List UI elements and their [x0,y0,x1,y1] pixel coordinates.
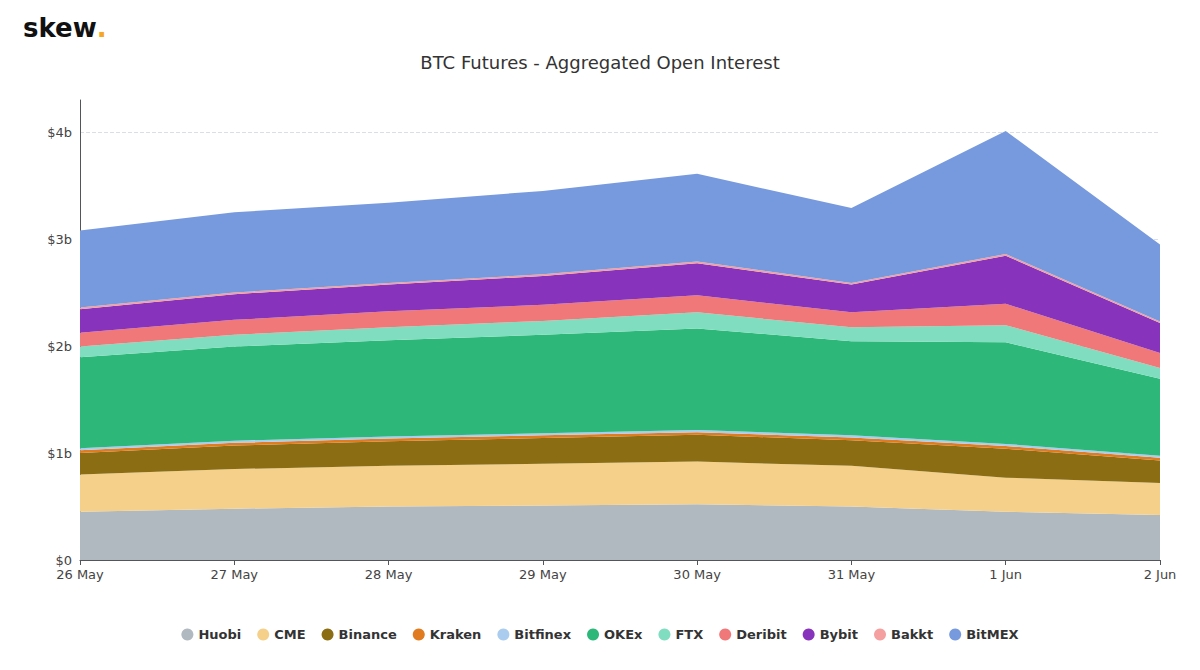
svg-text:30 May: 30 May [673,567,721,582]
svg-text:Huobi: Huobi [198,627,241,642]
svg-text:27 May: 27 May [211,567,259,582]
svg-text:Deribit: Deribit [736,627,786,642]
svg-text:.: . [97,13,107,43]
svg-text:FTX: FTX [675,627,703,642]
svg-text:26 May: 26 May [56,567,104,582]
svg-text:Bakkt: Bakkt [891,627,933,642]
svg-text:Bybit: Bybit [820,627,858,642]
svg-text:OKEx: OKEx [604,627,643,642]
svg-text:2 Jun: 2 Jun [1144,567,1177,582]
svg-text:29 May: 29 May [519,567,567,582]
svg-text:CME: CME [274,627,305,642]
svg-text:$3b: $3b [47,232,72,247]
svg-text:BTC Futures - Aggregated Open: BTC Futures - Aggregated Open Interest [420,52,779,73]
svg-text:1 Jun: 1 Jun [989,567,1022,582]
svg-text:skew: skew [23,13,97,43]
svg-text:Bitfinex: Bitfinex [514,627,571,642]
svg-text:BitMEX: BitMEX [966,627,1018,642]
svg-text:$2b: $2b [47,339,72,354]
svg-text:28 May: 28 May [365,567,413,582]
svg-text:$4b: $4b [47,125,72,140]
svg-text:$1b: $1b [47,446,72,461]
svg-text:Kraken: Kraken [430,627,482,642]
svg-text:$0: $0 [55,553,72,568]
svg-text:Binance: Binance [339,627,397,642]
svg-text:31 May: 31 May [828,567,876,582]
